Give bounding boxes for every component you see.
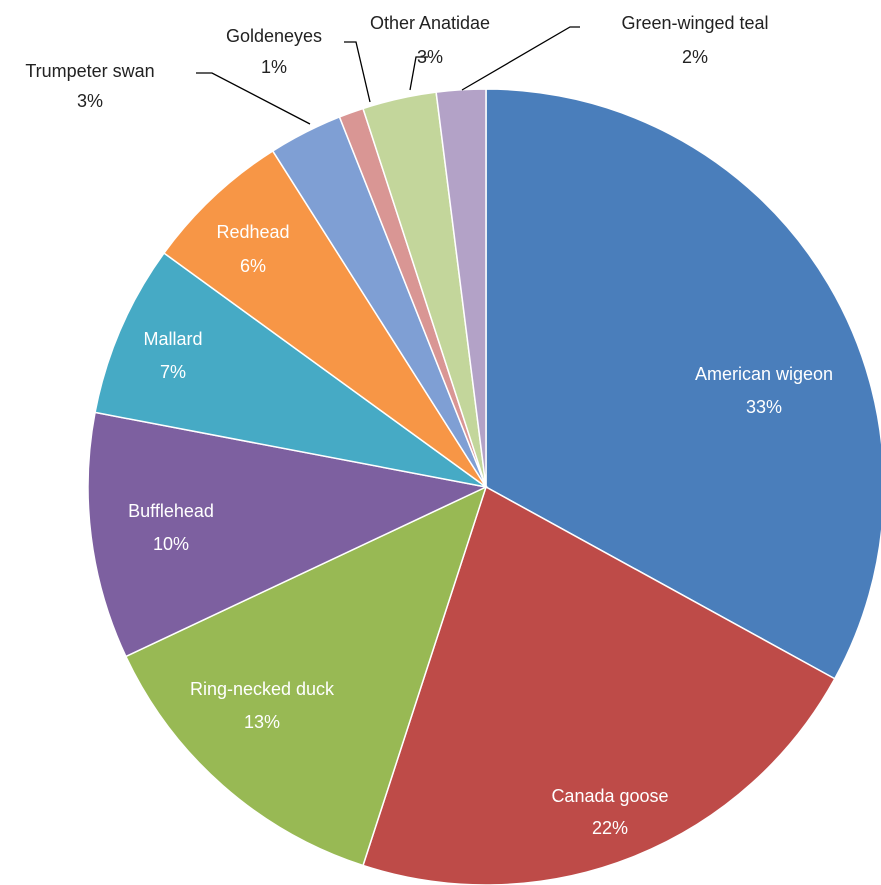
leader-line bbox=[196, 72, 311, 125]
category-label: Goldeneyes bbox=[226, 26, 322, 46]
value-label: 33% bbox=[746, 397, 782, 417]
value-label: 1% bbox=[261, 57, 287, 77]
pie-slice bbox=[162, 149, 487, 488]
pie-slice bbox=[362, 485, 836, 885]
category-label: Other Anatidae bbox=[370, 13, 490, 33]
category-label: American wigeon bbox=[695, 364, 833, 384]
category-label: Trumpeter swan bbox=[25, 61, 154, 81]
pie-slice bbox=[124, 485, 488, 867]
category-label: Green-winged teal bbox=[621, 13, 768, 33]
value-label: 13% bbox=[244, 712, 280, 732]
value-label: 22% bbox=[592, 818, 628, 838]
category-label: Ring-necked duck bbox=[190, 679, 335, 699]
pie-slice bbox=[485, 88, 881, 680]
category-label: Mallard bbox=[143, 329, 202, 349]
data-labels: American wigeon 33% Canada goose 22% Ring-ne… bbox=[25, 13, 833, 838]
leader-line bbox=[461, 26, 580, 91]
value-label: 10% bbox=[153, 534, 189, 554]
value-label: 3% bbox=[77, 91, 103, 111]
value-label: 2% bbox=[682, 47, 708, 67]
pie-slice bbox=[435, 88, 487, 488]
value-label: 3% bbox=[417, 47, 443, 67]
leader-lines bbox=[196, 26, 580, 125]
category-label: Canada goose bbox=[551, 786, 668, 806]
leader-line bbox=[344, 41, 371, 103]
value-label: 7% bbox=[160, 362, 186, 382]
value-label: 6% bbox=[240, 256, 266, 276]
category-label: Redhead bbox=[216, 222, 289, 242]
pie-slice bbox=[87, 411, 489, 658]
pie bbox=[87, 88, 881, 885]
category-label: Bufflehead bbox=[128, 501, 214, 521]
pie-slice bbox=[94, 252, 487, 488]
leader-line bbox=[409, 56, 428, 91]
